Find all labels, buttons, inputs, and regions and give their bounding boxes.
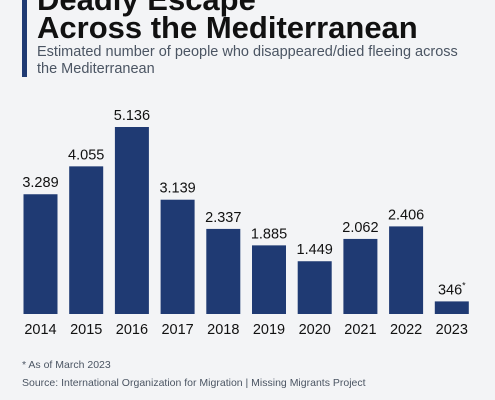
x-tick-2015: 2015 — [70, 322, 102, 338]
bar-2018 — [206, 228, 241, 314]
x-tick-2020: 2020 — [299, 322, 331, 338]
x-tick-2021: 2021 — [344, 322, 376, 338]
data-label-2018: 2.337 — [205, 210, 241, 226]
bar-2016 — [114, 127, 149, 314]
bar-2014 — [23, 194, 58, 314]
data-label-2021: 2.062 — [342, 220, 378, 236]
bar-2021 — [343, 238, 378, 314]
bar-2020 — [297, 261, 332, 314]
chart-title-line-2: Across the Mediterranean — [37, 10, 418, 45]
footnote-note: * As of March 2023 — [22, 359, 111, 371]
bar-2015 — [69, 166, 104, 314]
footnote-source: Source: International Organization for M… — [22, 377, 366, 389]
x-tick-2016: 2016 — [116, 322, 148, 338]
x-tick-2019: 2019 — [253, 322, 285, 338]
data-label-2015: 4.055 — [68, 147, 104, 163]
bar-2017 — [160, 199, 195, 314]
chart-title-line-1: Deadly Escape — [37, 0, 256, 16]
x-tick-2023: 2023 — [436, 322, 468, 338]
title-accent-bar — [22, 0, 27, 77]
data-label-2020: 1.449 — [297, 242, 333, 258]
chart-subtitle: Estimated number of people who disappear… — [37, 44, 458, 77]
data-label-2022: 2.406 — [388, 207, 424, 223]
data-label-2014: 3.289 — [22, 175, 58, 191]
data-label-2016: 5.136 — [114, 108, 150, 124]
bar-chart: 3.289 2014 4.055 2015 5.136 2016 3.139 2017 2.33… — [22, 108, 469, 338]
x-tick-2022: 2022 — [390, 322, 422, 338]
x-tick-2014: 2014 — [24, 322, 56, 338]
data-label-2019: 1.885 — [251, 226, 287, 242]
data-label-2017: 3.139 — [159, 181, 195, 197]
x-tick-2017: 2017 — [161, 322, 193, 338]
x-tick-2018: 2018 — [207, 322, 239, 338]
bar-2023 — [434, 301, 469, 314]
bar-2022 — [389, 226, 424, 314]
bar-2019 — [252, 245, 286, 314]
data-label-2023: 346* — [438, 280, 466, 298]
